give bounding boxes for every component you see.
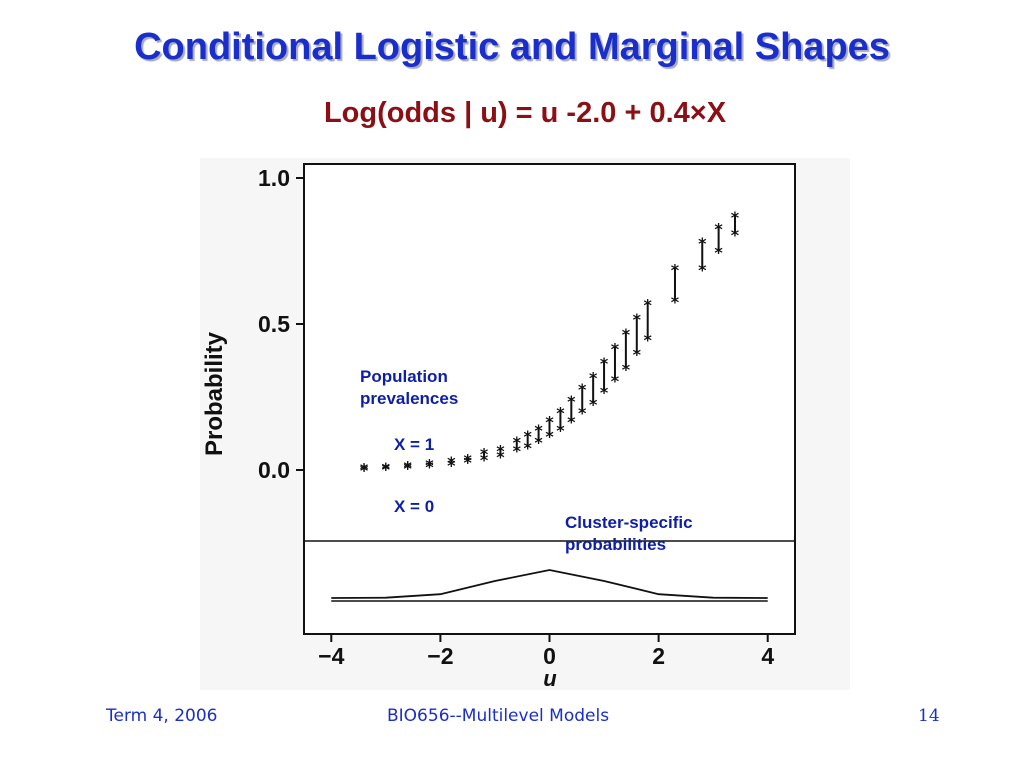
point-x0: *: [622, 360, 631, 379]
point-x0: *: [698, 261, 707, 280]
point-x0: *: [644, 331, 653, 350]
figure-panel: 0.0 0.5 1.0 −4 −2 0 2 4 * * * * * * * * * * * * * * * * * * * * * *…: [200, 158, 850, 690]
point-x0: *: [534, 433, 543, 452]
x-tick-label: 4: [761, 643, 774, 669]
x-axis: −4 −2 0 2 4: [318, 634, 774, 669]
point-x1: *: [622, 325, 631, 344]
point-x1: *: [567, 392, 576, 411]
point-x1: *: [671, 261, 680, 280]
y-tick-label: 0.0: [258, 457, 290, 483]
x-tick-label: −4: [318, 643, 344, 669]
point-x0: *: [671, 293, 680, 312]
point-x0: *: [731, 225, 740, 244]
point-x0: *: [403, 459, 412, 478]
point-x1: *: [698, 234, 707, 253]
point-x0: *: [611, 371, 620, 390]
chart-svg: 0.00.51.0 −4 −2 0 2 4 * * * * * * * * * * * * * * * *******…: [201, 163, 796, 690]
point-x0: *: [600, 383, 609, 402]
point-x0: *: [425, 458, 434, 477]
point-x1: *: [714, 220, 723, 239]
footer-date: Term 4, 2006: [106, 706, 218, 726]
point-x1: *: [513, 433, 522, 452]
point-x0: *: [496, 447, 505, 466]
point-x0: *: [633, 345, 642, 364]
density-panel: [331, 569, 768, 602]
y-axis-label: Probability: [201, 331, 228, 456]
point-x0: *: [714, 243, 723, 262]
point-x1: *: [611, 339, 620, 358]
point-x0: *: [382, 460, 391, 479]
footer-course: BIO656--Multilevel Models: [387, 706, 610, 726]
point-x1: *: [463, 450, 472, 469]
y-tick-label: 0.5: [258, 311, 290, 337]
y-axis: 0.0 0.5 1.0: [258, 165, 304, 483]
x-tick-label: −2: [427, 643, 453, 669]
population-prevalences-label: Population prevalences: [360, 367, 459, 408]
point-x1: *: [496, 442, 505, 461]
point-x1: *: [644, 296, 653, 315]
point-x1: *: [480, 444, 489, 463]
x1-label: X = 1: [394, 435, 435, 454]
point-x1: *: [523, 427, 532, 446]
point-x1: *: [600, 354, 609, 373]
x-tick-label: 0: [543, 643, 556, 669]
point-x1: *: [633, 310, 642, 329]
point-x0: *: [545, 427, 554, 446]
cluster-specific-label: Cluster-specific probabilities: [565, 513, 693, 554]
point-x0: *: [463, 453, 472, 472]
plot-frame: [303, 163, 796, 635]
x0-label: X = 0: [394, 497, 435, 516]
point-x0: *: [513, 442, 522, 461]
point-x1: *: [578, 380, 587, 399]
point-x1: *: [447, 453, 456, 472]
point-x1: *: [545, 412, 554, 431]
point-x1: *: [556, 404, 565, 423]
point-x1: *: [731, 208, 740, 227]
slide-title: Conditional Logistic and Marginal Shapes: [134, 26, 890, 68]
point-x0: *: [578, 404, 587, 423]
point-x1: *: [425, 455, 434, 474]
point-x1: *: [360, 460, 369, 479]
y-tick-label: 1.0: [258, 165, 290, 191]
point-x0: *: [447, 456, 456, 475]
point-x0: *: [567, 412, 576, 431]
scatter-points: * * * * * * * * * * * * * * * *********** * * * * * * * * * * * ***…: [360, 208, 740, 480]
point-x0: *: [523, 439, 532, 458]
point-x0: *: [589, 395, 598, 414]
point-x1: *: [589, 369, 598, 388]
density-curve: [331, 569, 768, 599]
point-x0: *: [360, 461, 369, 480]
x-axis-label: u: [543, 666, 557, 690]
point-x0: *: [556, 421, 565, 440]
slide-subtitle: Log(odds | u) = u -2.0 + 0.4×X: [323, 97, 727, 129]
point-x1: *: [534, 421, 543, 440]
point-x1: *: [382, 459, 391, 478]
page-number: 14: [918, 706, 940, 726]
point-x1: *: [403, 457, 412, 476]
point-x0: *: [480, 450, 489, 469]
x-tick-label: 2: [652, 643, 665, 669]
